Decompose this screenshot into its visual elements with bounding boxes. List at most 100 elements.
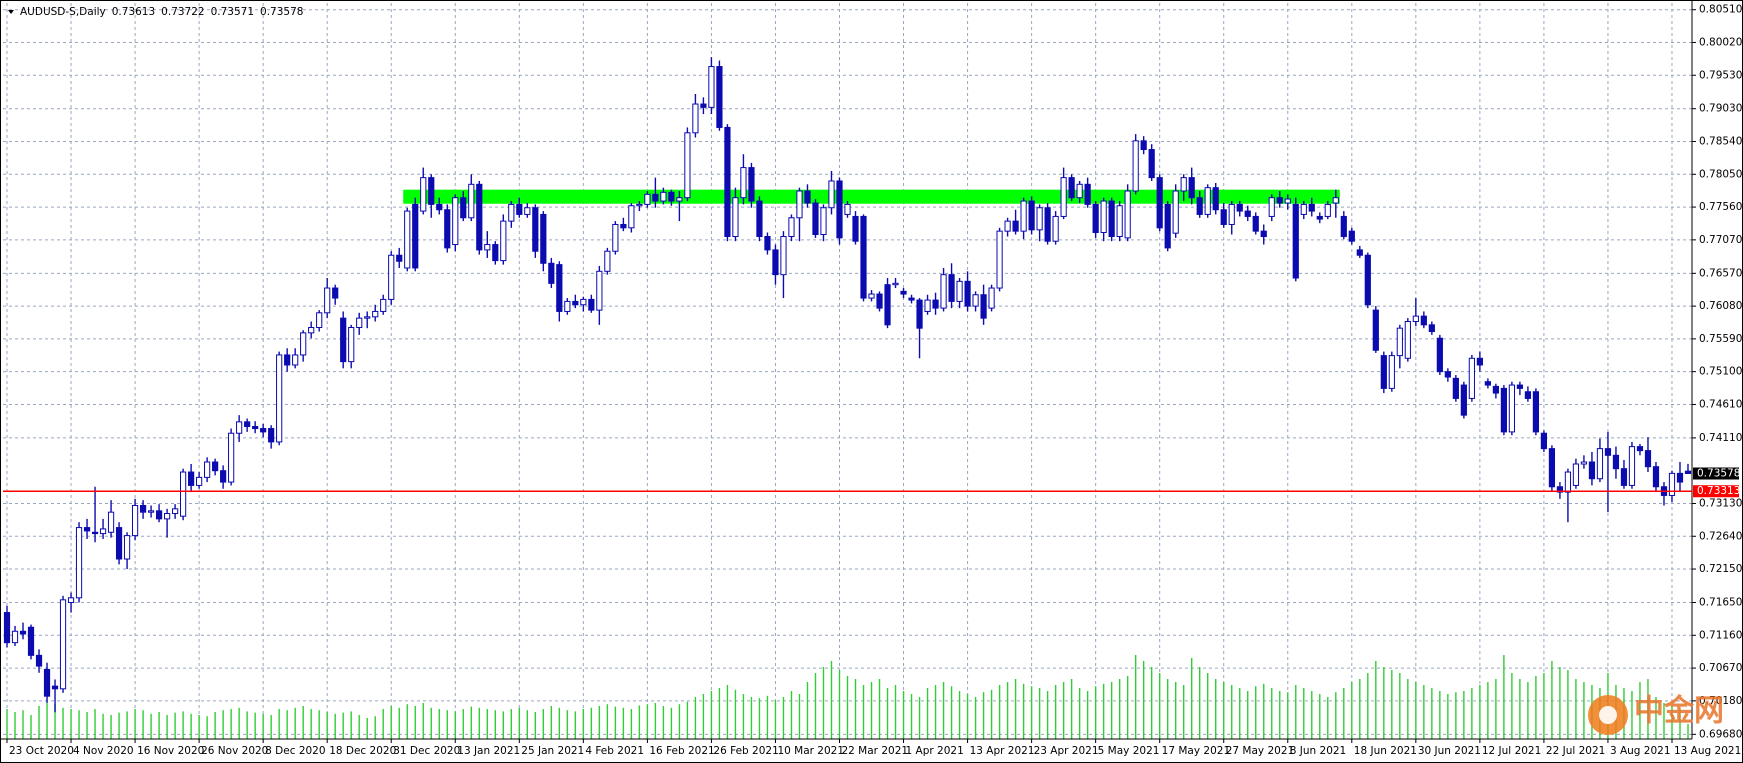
volume-bar: [894, 685, 897, 739]
candle-body: [83, 527, 91, 532]
volume-bar: [1399, 673, 1401, 739]
candle-body: [596, 270, 603, 311]
volume-bar: [726, 685, 729, 739]
candle-body: [188, 471, 195, 486]
volume-bar: [1639, 682, 1641, 739]
candle-body: [131, 504, 139, 537]
y-tick-label: 0.79030: [1699, 103, 1742, 115]
candle-body: [940, 274, 947, 309]
candle-body: [1564, 471, 1572, 493]
volume-bar: [326, 712, 328, 739]
x-tick-label: 1 Apr 2021: [906, 745, 964, 757]
volume-bar: [1247, 691, 1249, 739]
candle-body: [1132, 140, 1139, 192]
volume-bar: [870, 682, 873, 739]
candle-body: [1676, 472, 1684, 483]
volume-bar: [390, 706, 392, 739]
candle-body: [1412, 315, 1419, 322]
x-tick-label: 4 Nov 2020: [73, 745, 134, 757]
candle-body: [107, 511, 115, 533]
volume-bar: [230, 709, 232, 739]
volume-bar: [518, 707, 521, 739]
volume-bar: [1415, 682, 1417, 739]
volume-bar: [1263, 683, 1265, 739]
candle-body: [276, 354, 283, 443]
x-tick-label: 12 Jul 2021: [1482, 745, 1541, 757]
volume-bar: [134, 709, 136, 739]
y-tick-label: 0.73130: [1699, 497, 1742, 509]
volume-bar: [14, 712, 16, 739]
candle-body: [180, 471, 187, 517]
volume-bar: [630, 709, 633, 739]
x-tick-label: 18 Dec 2020: [329, 745, 396, 757]
candle-body: [1492, 385, 1499, 394]
x-tick-label: 22 Jul 2021: [1546, 745, 1605, 757]
candle-body: [172, 508, 179, 515]
candle-body: [1516, 384, 1523, 389]
candle-body: [516, 203, 523, 215]
candle-body: [1508, 384, 1515, 433]
volume-bar: [1174, 682, 1177, 739]
x-tick-label: 5 May 2021: [1098, 745, 1160, 757]
volume-bar: [1471, 688, 1473, 739]
volume-bar: [766, 695, 769, 739]
candle-body: [1428, 324, 1435, 333]
candle-layer: [3, 57, 1692, 713]
volume-bar: [206, 716, 208, 739]
candle-body: [500, 220, 507, 262]
candle-body: [1556, 486, 1564, 493]
volume-bar: [990, 689, 993, 739]
candle-body: [404, 210, 411, 269]
candle-body: [1628, 446, 1636, 486]
candle-body: [628, 205, 635, 229]
candle-body: [1036, 207, 1043, 231]
volume-bar: [262, 713, 264, 739]
x-tick-label: 31 Dec 2020: [393, 745, 460, 757]
candle-body: [1404, 320, 1411, 359]
volume-bar: [430, 707, 432, 739]
y-tick-label: 0.72150: [1699, 563, 1742, 575]
candle-body: [964, 280, 971, 307]
volume-bar: [1191, 658, 1193, 739]
volume-bar: [78, 710, 80, 739]
candle-body: [1012, 220, 1019, 232]
y-tick-label: 0.74610: [1699, 398, 1742, 410]
candle-body: [852, 215, 859, 242]
volume-bar: [286, 710, 288, 739]
y-tick-label: 0.80020: [1699, 36, 1742, 48]
candle-body: [748, 167, 755, 202]
volume-bar: [382, 709, 384, 739]
candle-body: [452, 197, 459, 246]
volume-bar: [958, 691, 961, 739]
candle-body: [196, 476, 203, 486]
candle-body: [1436, 337, 1443, 373]
volume-bar: [1295, 685, 1297, 739]
x-tick-label: 18 Jun 2021: [1354, 745, 1417, 757]
candle-body: [1620, 468, 1628, 486]
candle-body: [1244, 210, 1251, 217]
volume-bar: [1687, 724, 1689, 739]
candle-body: [284, 354, 291, 366]
volume-bar: [222, 710, 224, 739]
candle-body: [1348, 230, 1355, 242]
volume-bar: [1351, 682, 1353, 739]
x-tick-label: 13 Aug 2021: [1674, 745, 1741, 757]
volume-bar: [598, 706, 601, 739]
candle-body: [644, 193, 651, 205]
candle-body: [660, 191, 667, 202]
y-tick-label: 0.69680: [1699, 728, 1742, 740]
volume-bar: [966, 694, 969, 739]
candle-body: [1460, 384, 1467, 416]
volume-bar: [1199, 667, 1201, 739]
volume-bar: [574, 711, 577, 739]
header-text: 0.73578: [260, 6, 303, 18]
volume-bar: [734, 689, 737, 739]
x-tick-label: 26 Nov 2020: [201, 745, 268, 757]
volume-bar: [318, 710, 320, 739]
candle-body: [1292, 203, 1299, 279]
volume-bar: [582, 709, 585, 739]
candle-body: [396, 254, 403, 262]
volume-bar: [1054, 685, 1057, 739]
candle-body: [1052, 215, 1059, 242]
